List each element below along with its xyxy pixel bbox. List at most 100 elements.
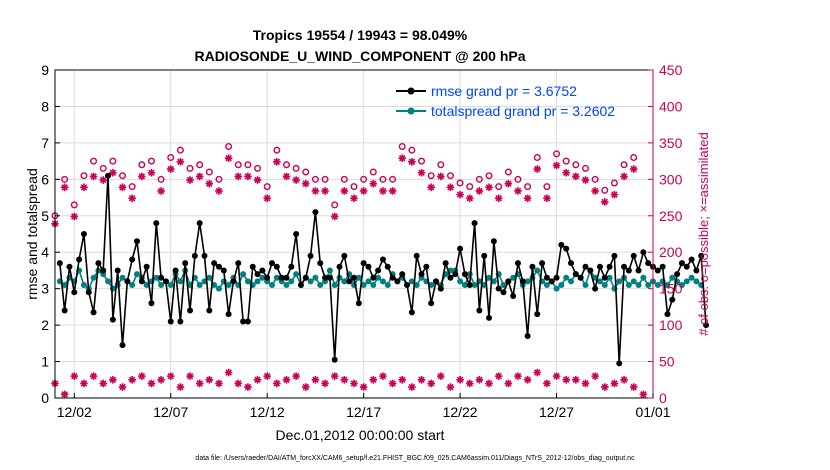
obs-rejected-marker — [321, 379, 329, 388]
rmse-point — [187, 307, 194, 314]
obs-rejected-marker — [340, 375, 349, 384]
rmse-point — [543, 274, 550, 281]
totalspread-point — [510, 274, 517, 281]
obs-rejected-marker — [465, 379, 474, 388]
totalspread-point — [616, 278, 623, 285]
obs-rejected-marker — [147, 379, 156, 388]
obs-assimilated-marker — [176, 158, 185, 166]
rmse-point — [389, 274, 396, 281]
obs-possible-marker — [292, 164, 300, 172]
right-tick-label: 150 — [659, 281, 683, 297]
obs-rejected-marker — [253, 375, 262, 384]
obs-possible-marker — [80, 172, 88, 180]
totalspread-point — [129, 282, 136, 289]
obs-possible-marker — [99, 164, 107, 172]
totalspread-point — [558, 282, 565, 289]
rmse-point — [678, 260, 685, 267]
obs-possible-marker — [61, 175, 69, 183]
rmse-point — [577, 274, 584, 281]
totalspread-point — [553, 285, 560, 292]
rmse-point — [317, 260, 324, 267]
rmse-point — [505, 278, 512, 285]
left-tick-label: 9 — [41, 62, 49, 78]
right-tick-label: 300 — [659, 171, 683, 187]
rmse-point — [471, 220, 478, 227]
obs-assimilated-marker — [465, 194, 474, 203]
obs-rejected-marker — [311, 375, 320, 384]
totalspread-point — [269, 282, 276, 289]
rmse-point — [572, 271, 579, 278]
rmse-point — [625, 267, 632, 274]
observation-markers — [51, 143, 648, 399]
obs-rejected-marker — [446, 383, 455, 391]
obs-possible-marker — [408, 146, 416, 154]
rmse-point — [519, 278, 526, 285]
left-tick-label: 8 — [41, 98, 49, 114]
rmse-point — [114, 267, 121, 274]
totalspread-point — [293, 271, 300, 278]
obs-assimilated-marker — [504, 179, 513, 188]
obs-possible-marker — [109, 157, 117, 165]
totalspread-point — [486, 274, 493, 281]
rmse-point — [698, 252, 705, 259]
totalspread-point — [563, 274, 570, 281]
totalspread-point — [654, 282, 661, 289]
rmse-point — [119, 342, 126, 349]
obs-rejected-marker — [523, 375, 532, 384]
obs-rejected-marker — [359, 383, 368, 391]
obs-possible-marker — [176, 146, 184, 154]
legend-rmse-label: rmse grand pr = 3.6752 — [431, 83, 577, 99]
obs-assimilated-marker — [456, 190, 464, 199]
left-tick-label: 2 — [41, 317, 49, 333]
rmse-point — [100, 267, 107, 274]
rmse-point — [351, 274, 357, 281]
right-tick-label: 400 — [659, 98, 683, 114]
rmse-point — [394, 278, 401, 285]
rmse-point — [365, 263, 372, 270]
obs-assimilated-marker — [128, 194, 136, 203]
obs-rejected-marker — [128, 375, 136, 384]
rmse-point — [215, 263, 222, 270]
rmse-point — [331, 356, 338, 363]
obs-possible-marker — [572, 161, 580, 169]
obs-assimilated-marker — [340, 187, 349, 195]
obs-possible-marker — [215, 175, 223, 183]
rmse-point — [201, 252, 208, 259]
obs-possible-marker — [321, 175, 329, 183]
rmse-point — [283, 274, 290, 281]
rmse-point — [669, 296, 676, 303]
obs-rejected-marker — [118, 383, 127, 391]
rmse-point — [109, 316, 116, 323]
rmse-point — [553, 274, 560, 281]
rmse-point — [664, 311, 671, 318]
obs-assimilated-marker — [205, 179, 214, 188]
totalspread-point — [90, 274, 97, 281]
rmse-point — [220, 267, 227, 274]
obs-rejected-marker — [620, 375, 628, 384]
rmse-point — [249, 263, 256, 270]
obs-assimilated-marker — [147, 168, 156, 177]
rmse-point — [230, 278, 237, 285]
rmse-point — [278, 274, 285, 281]
obs-possible-marker — [620, 161, 628, 169]
x-tick-label: 12/12 — [250, 404, 285, 420]
obs-assimilated-marker — [437, 172, 445, 181]
rmse-point — [80, 231, 87, 237]
obs-assimilated-marker — [446, 183, 455, 192]
rmse-point — [437, 285, 444, 292]
obs-rejected-marker — [282, 375, 291, 384]
left-tick-label: 4 — [41, 244, 49, 260]
totalspread-point — [288, 278, 295, 285]
obs-rejected-marker — [60, 390, 69, 399]
rmse-point — [539, 260, 546, 267]
obs-assimilated-marker — [186, 176, 194, 184]
totalspread-point — [370, 282, 377, 289]
rmse-point — [143, 263, 150, 270]
rmse-point — [273, 263, 280, 270]
obs-assimilated-marker — [379, 187, 387, 195]
obs-possible-marker — [630, 153, 638, 161]
obs-rejected-marker — [417, 375, 426, 384]
rmse-point — [56, 260, 63, 267]
